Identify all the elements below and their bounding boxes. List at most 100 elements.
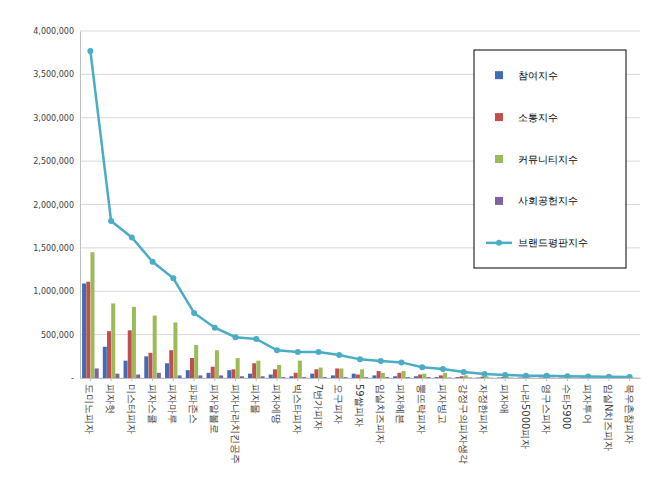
bar — [269, 375, 273, 378]
x-tick-mark — [588, 378, 589, 381]
bar — [294, 373, 298, 378]
marker — [419, 364, 425, 370]
marker — [274, 347, 280, 353]
x-tick: 영구스피자 — [541, 378, 552, 434]
line-markers — [87, 48, 632, 378]
bar — [178, 375, 182, 378]
bar — [497, 377, 501, 378]
y-tick: 1,500,000 — [33, 244, 80, 253]
marker — [336, 352, 342, 358]
marker — [129, 234, 135, 240]
bar — [344, 377, 348, 378]
bar — [422, 374, 426, 378]
bar — [165, 363, 169, 378]
marker — [585, 373, 591, 378]
marker — [606, 374, 612, 378]
x-tick-label: 피자헤븐 — [395, 384, 406, 424]
x-tick: 피자나라치킨공주 — [230, 378, 241, 464]
bar — [323, 377, 327, 378]
x-tick-mark — [505, 378, 506, 381]
bar — [128, 330, 132, 378]
x-tick-mark — [111, 378, 112, 381]
legend: 참여지수소통지수커뮤니티지수사회공헌지수브랜드평판지수 — [474, 50, 626, 268]
x-tick: 빅스타피자 — [292, 378, 303, 434]
x-tick: 임실N치즈피자 — [603, 378, 614, 451]
bar — [402, 371, 406, 378]
bar — [518, 377, 522, 378]
bar — [211, 367, 215, 378]
x-tick-mark — [235, 378, 236, 381]
marker — [191, 310, 197, 316]
x-tick-mark — [297, 378, 298, 381]
legend-swatch — [495, 155, 503, 163]
y-tick-label: - — [71, 374, 74, 383]
marker — [378, 358, 384, 364]
y-tick-label: 4,000,000 — [33, 27, 74, 36]
y-tick: 500,000 — [41, 331, 80, 340]
marker — [253, 336, 259, 342]
bar — [148, 353, 152, 378]
x-tick: 피자헛 — [105, 378, 116, 414]
legend-label: 참여지수 — [518, 70, 558, 81]
x-tick-mark — [442, 378, 443, 381]
marker — [523, 373, 529, 378]
bar — [356, 375, 360, 378]
bar — [215, 350, 219, 378]
bar — [124, 361, 128, 378]
legend-marker — [496, 240, 502, 246]
x-tick: 미스터피자 — [126, 378, 137, 434]
x-tick-label: 나라5000피자 — [520, 384, 531, 449]
x-tick-label: 미스터피자 — [126, 384, 137, 434]
bar — [115, 374, 119, 378]
marker — [461, 369, 467, 375]
bar — [261, 376, 265, 378]
bar — [468, 377, 472, 378]
y-tick-label: 2,500,000 — [33, 157, 74, 166]
y-tick-label: 1,000,000 — [33, 287, 74, 296]
bar — [207, 373, 211, 378]
x-tick-mark — [422, 378, 423, 381]
bar — [538, 377, 542, 378]
y-tick: 3,500,000 — [33, 70, 80, 79]
marker — [233, 334, 239, 340]
x-tick-mark — [214, 378, 215, 381]
bar — [427, 377, 431, 378]
x-tick-mark — [152, 378, 153, 381]
bar — [489, 377, 493, 378]
bar — [190, 358, 194, 378]
x-tick: 7번가피자 — [313, 378, 324, 430]
marks — [82, 48, 638, 378]
bar — [393, 376, 397, 378]
x-tick-mark — [277, 378, 278, 381]
x-tick-label: 도미노피자 — [84, 384, 95, 434]
bar — [157, 373, 161, 378]
bar — [298, 361, 302, 378]
marker — [502, 372, 508, 378]
bar — [331, 375, 335, 378]
x-tick-mark — [318, 378, 319, 381]
x-tick-label: 영구스피자 — [541, 384, 552, 434]
legend-label: 소통지수 — [518, 112, 558, 123]
x-tick-label: 파파존스 — [188, 384, 199, 424]
bar — [236, 358, 240, 378]
x-tick-label: 목우촌참피자 — [624, 384, 635, 444]
y-tick-label: 500,000 — [41, 331, 74, 340]
x-tick-mark — [194, 378, 195, 381]
bar — [240, 376, 244, 378]
y-tick: 4,000,000 — [33, 27, 80, 36]
bar — [439, 375, 443, 378]
bar — [447, 377, 451, 378]
bar — [256, 361, 260, 378]
x-tick: 피자애 — [499, 378, 510, 414]
bar — [273, 369, 277, 378]
legend-swatch — [495, 113, 503, 121]
legend-entry: 소통지수 — [495, 112, 558, 123]
x-tick-mark — [401, 378, 402, 381]
x-tick-label: 자정한피자 — [478, 384, 489, 434]
legend-box — [474, 50, 626, 268]
bar — [173, 322, 177, 378]
x-tick-mark — [90, 378, 91, 381]
bar — [381, 373, 385, 378]
bar — [435, 377, 439, 378]
marker — [481, 371, 487, 377]
